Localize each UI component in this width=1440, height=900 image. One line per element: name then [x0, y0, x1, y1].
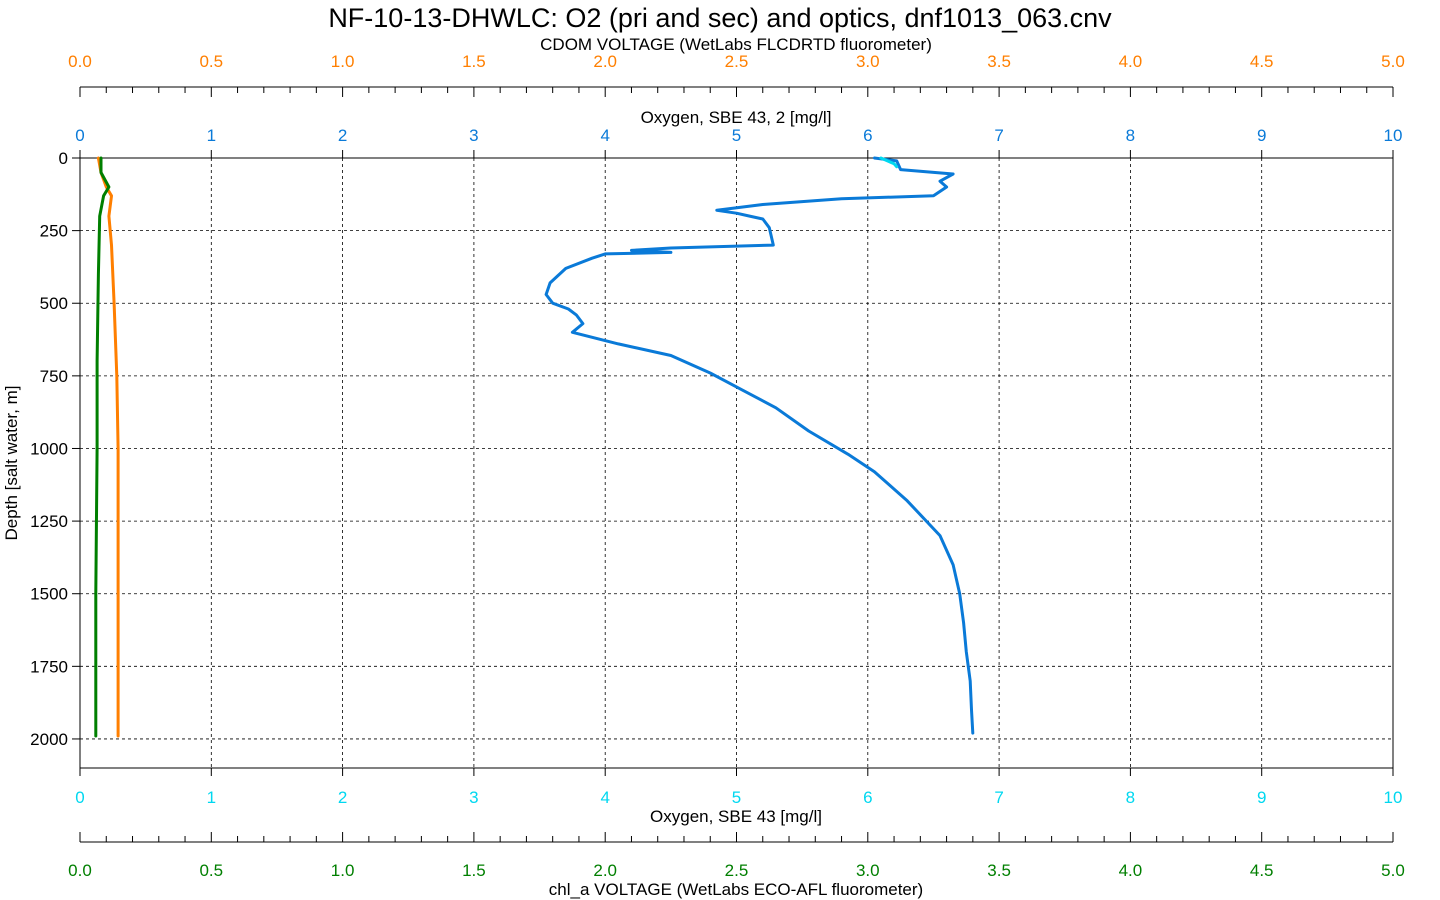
oxygen1-axis-tick-label: 6	[863, 788, 872, 807]
depth-axis-title: Depth [salt water, m]	[2, 386, 21, 541]
oxygen1-axis: 0 1 2 3 4 5 6 7 8 9 10	[75, 768, 1402, 807]
oxygen1-axis-title: Oxygen, SBE 43 [mg/l]	[650, 807, 822, 826]
oxygen2-axis-tick-label: 4	[600, 126, 609, 145]
oxygen1-axis-tick-label: 9	[1257, 788, 1266, 807]
cdom-axis-tick-label: 0.0	[68, 52, 92, 71]
oxygen2-axis-tick-label: 3	[469, 126, 478, 145]
series-line-oxygen2	[544, 156, 975, 735]
series-layer	[94, 156, 975, 738]
oxygen1-axis-tick-label: 0	[75, 788, 84, 807]
oxygen2-axis-tick-label: 10	[1384, 126, 1403, 145]
oxygen2-axis-tick-label: 7	[994, 126, 1003, 145]
oxygen1-axis-tick-label: 3	[469, 788, 478, 807]
depth-axis-tick-label: 1250	[30, 512, 68, 531]
oxygen2-axis-tick-label: 2	[338, 126, 347, 145]
cdom-axis-tick-label: 2.5	[725, 52, 749, 71]
grid	[80, 158, 1393, 768]
series-line-cdom	[96, 156, 120, 738]
cdom-axis-tick-label: 4.5	[1250, 52, 1274, 71]
oxygen2-axis-tick-label: 1	[207, 126, 216, 145]
cdom-axis-tick-label: 3.0	[856, 52, 880, 71]
oxygen2-axis: 0 1 2 3 4 5 6 7 8 9 10	[75, 126, 1402, 158]
oxygen2-axis-tick-label: 6	[863, 126, 872, 145]
oxygen2-axis-tick-label: 9	[1257, 126, 1266, 145]
chl-axis-tick-label: 0.5	[199, 861, 223, 880]
chl-axis-tick-label: 0.0	[68, 861, 92, 880]
chl-axis-tick-label: 4.5	[1250, 861, 1274, 880]
depth-axis-tick-label: 1500	[30, 585, 68, 604]
chl-axis-tick-label: 4.0	[1119, 861, 1143, 880]
chl-axis: 0.0 0.5 1.0 1.5 2.0 2.5 3.0 3.5 4.0 4.5 5.0	[68, 832, 1405, 880]
chl-axis-tick-label: 5.0	[1381, 861, 1405, 880]
chl-axis-title: chl_a VOLTAGE (WetLabs ECO-AFL fluoromet…	[549, 880, 923, 899]
cdom-axis-tick-label: 4.0	[1119, 52, 1143, 71]
series-line-chl	[94, 156, 111, 738]
cdom-axis-tick-label: 3.5	[987, 52, 1011, 71]
series-line-oxygen1	[879, 156, 899, 169]
oxygen1-axis-tick-label: 5	[732, 788, 741, 807]
cdom-axis-title: CDOM VOLTAGE (WetLabs FLCDRTD fluoromete…	[540, 35, 932, 54]
cdom-axis-tick-label: 2.0	[593, 52, 617, 71]
oxygen2-axis-tick-label: 5	[732, 126, 741, 145]
chl-axis-tick-label: 1.0	[331, 861, 355, 880]
cdom-axis-tick-label: 1.5	[462, 52, 486, 71]
depth-axis-tick-label: 250	[40, 222, 68, 241]
cdom-axis-tick-label: 5.0	[1381, 52, 1405, 71]
depth-axis-tick-label: 1000	[30, 439, 68, 458]
cdom-axis-tick-label: 0.5	[199, 52, 223, 71]
depth-axis-tick-label: 500	[40, 294, 68, 313]
chl-axis-tick-label: 2.0	[593, 861, 617, 880]
depth-axis: 0 250 500 750 1000 1250 1500 1750 2000	[30, 149, 80, 749]
depth-axis-tick-label: 2000	[30, 730, 68, 749]
chl-axis-tick-label: 2.5	[725, 861, 749, 880]
chart-title: NF-10-13-DHWLC: O2 (pri and sec) and opt…	[328, 3, 1112, 33]
oxygen2-axis-title: Oxygen, SBE 43, 2 [mg/l]	[641, 108, 832, 127]
oxygen1-axis-tick-label: 4	[600, 788, 609, 807]
cdom-axis-tick-label: 1.0	[331, 52, 355, 71]
oxygen1-axis-tick-label: 8	[1126, 788, 1135, 807]
oxygen1-axis-tick-label: 10	[1384, 788, 1403, 807]
oxygen2-axis-tick-label: 0	[75, 126, 84, 145]
chl-axis-tick-label: 3.5	[987, 861, 1011, 880]
chl-axis-tick-label: 3.0	[856, 861, 880, 880]
depth-axis-tick-label: 750	[40, 367, 68, 386]
oxygen1-axis-tick-label: 1	[207, 788, 216, 807]
depth-axis-tick-label: 0	[59, 149, 68, 168]
oxygen1-axis-tick-label: 2	[338, 788, 347, 807]
oxygen2-axis-tick-label: 8	[1126, 126, 1135, 145]
depth-axis-tick-label: 1750	[30, 657, 68, 676]
oxygen1-axis-tick-label: 7	[994, 788, 1003, 807]
chl-axis-tick-label: 1.5	[462, 861, 486, 880]
cdom-axis: 0.0 0.5 1.0 1.5 2.0 2.5 3.0 3.5 4.0 4.5 5.0	[68, 52, 1405, 97]
